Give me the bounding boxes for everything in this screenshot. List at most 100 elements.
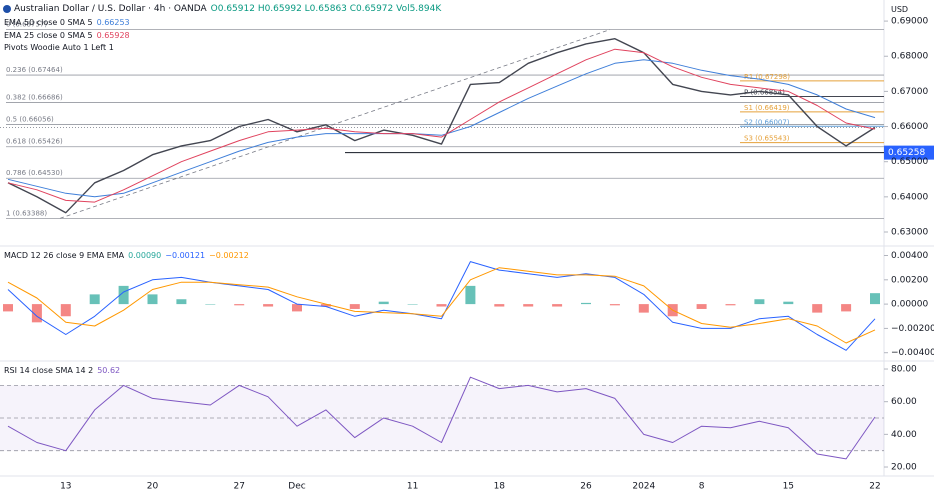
x-tick-label: 11 xyxy=(407,482,418,492)
histogram-bar xyxy=(812,304,823,313)
histogram-bar xyxy=(754,299,765,305)
legend-value: 0.00090 xyxy=(128,251,162,260)
histogram-bar xyxy=(89,294,100,305)
histogram-bar xyxy=(292,304,302,312)
y-tick-label: 0.63000 xyxy=(891,227,928,237)
series-line xyxy=(7,38,876,214)
series-line xyxy=(7,48,876,203)
fib-label: 0.786 (0.64530) xyxy=(6,169,63,177)
x-tick-label: 22 xyxy=(869,482,880,492)
fib-label: 0.382 (0.66686) xyxy=(6,93,63,101)
histogram-bar xyxy=(407,304,418,305)
histogram-bar xyxy=(783,301,794,305)
histogram-bar xyxy=(147,294,158,305)
pivot-label: R1 (0.67298) xyxy=(744,73,790,81)
y-tick-label: 80.00 xyxy=(891,365,917,375)
y-tick-label: 0.67000 xyxy=(891,87,928,97)
ema-legend: EMA 50 close 0 SMA 5 0.66253 xyxy=(4,17,134,28)
histogram-bar xyxy=(176,299,187,305)
fib-label: 0.236 (0.67464) xyxy=(6,66,63,74)
y-tick-label: 0.65000 xyxy=(891,157,928,167)
legend-name: MACD 12 26 close 9 EMA EMA xyxy=(4,251,125,260)
histogram-bar xyxy=(378,301,389,305)
fib-trendline xyxy=(59,29,611,219)
histogram-bar xyxy=(31,304,42,323)
x-tick-label: 26 xyxy=(580,482,592,492)
histogram-bar xyxy=(234,304,245,306)
price-header: Australian Dollar / U.S. Dollar · 4h · O… xyxy=(14,4,445,15)
price-label: 0.65258 xyxy=(888,148,925,158)
x-tick-label: Dec xyxy=(288,482,305,492)
legend-name: RSI 14 close SMA 14 2 xyxy=(4,366,94,375)
fib-label: 0 (0.68757) xyxy=(6,21,47,29)
pivot-legend: Pivots Woodie Auto 1 Left 1 xyxy=(4,42,118,53)
histogram-bar xyxy=(60,304,71,317)
currency: USD xyxy=(891,4,912,15)
ohlc-readout: O0.65912 H0.65992 L0.65863 C0.65972 Vol5… xyxy=(210,4,442,14)
histogram-bar xyxy=(725,304,736,306)
fib-label: 0.618 (0.65426) xyxy=(6,138,63,146)
y-tick-label: 0.64000 xyxy=(891,192,928,202)
fib-label: 0.5 (0.66056) xyxy=(6,116,54,124)
histogram-bar xyxy=(320,304,331,307)
x-tick-label: 2024 xyxy=(632,482,655,492)
currency-label: USD xyxy=(891,5,909,14)
series-line xyxy=(7,376,876,460)
legend-name: EMA 25 close 0 SMA 5 xyxy=(4,31,93,40)
histogram-bar xyxy=(870,293,880,305)
legend-name: EMA 50 close 0 SMA 5 xyxy=(4,18,93,27)
histogram-bar xyxy=(436,304,447,307)
histogram-bar xyxy=(118,285,129,305)
legend-value: 0.65928 xyxy=(96,31,130,40)
x-tick-label: 8 xyxy=(699,482,705,492)
y-tick-label: 60.00 xyxy=(891,397,917,407)
y-tick-label: 0.69000 xyxy=(891,17,928,27)
histogram-bar xyxy=(349,304,360,309)
y-tick-label: −0.00400 xyxy=(891,348,934,358)
histogram-bar xyxy=(638,304,649,313)
pivot-label: S1 (0.66419) xyxy=(744,104,790,112)
legend-value: −0.00212 xyxy=(209,251,249,260)
macd-legend: MACD 12 26 close 9 EMA EMA 0.00090 −0.0012… xyxy=(4,250,253,261)
histogram-bar xyxy=(205,304,216,305)
histogram-bar xyxy=(494,304,505,307)
histogram-bar xyxy=(841,304,852,312)
histogram-bar xyxy=(581,302,591,305)
macd-line xyxy=(7,267,876,344)
histogram-bar xyxy=(523,304,534,307)
histogram-bar xyxy=(696,304,707,309)
symbol-icon xyxy=(3,5,11,13)
x-tick-label: 18 xyxy=(494,482,506,492)
histogram-bar xyxy=(609,304,620,306)
histogram-bar xyxy=(465,285,476,305)
x-tick-label: 20 xyxy=(147,482,159,492)
pivot-label: S2 (0.66007) xyxy=(744,118,790,126)
y-tick-label: 0.68000 xyxy=(891,52,928,62)
x-tick-label: 13 xyxy=(60,482,71,492)
price-label-box xyxy=(884,145,934,160)
x-tick-label: 27 xyxy=(233,482,244,492)
y-tick-label: 40.00 xyxy=(891,430,917,440)
symbol-title: Australian Dollar / U.S. Dollar · 4h · O… xyxy=(14,4,207,14)
legend-value: 0.66253 xyxy=(96,18,130,27)
legend-value: −0.00121 xyxy=(165,251,206,260)
pivot-label: S3 (0.65543) xyxy=(744,135,790,143)
y-tick-label: 20.00 xyxy=(891,463,917,473)
histogram-bar xyxy=(263,304,274,307)
y-tick-label: 0.00000 xyxy=(891,300,928,310)
histogram-bar xyxy=(3,304,13,312)
y-tick-label: 0.00200 xyxy=(891,275,928,285)
ema-legend: EMA 25 close 0 SMA 5 0.65928 xyxy=(4,30,134,41)
histogram-bar xyxy=(552,304,563,307)
legend-name: Pivots Woodie Auto 1 Left 1 xyxy=(4,43,114,52)
fib-label: 1 (0.63388) xyxy=(6,209,47,217)
macd-line xyxy=(7,261,876,351)
y-tick-label: 0.66000 xyxy=(891,122,928,132)
x-tick-label: 15 xyxy=(783,482,794,492)
y-tick-label: 0.00400 xyxy=(891,251,928,261)
legend-value: 50.62 xyxy=(97,366,121,375)
y-tick-label: −0.00200 xyxy=(891,324,934,334)
series-line xyxy=(7,59,876,198)
